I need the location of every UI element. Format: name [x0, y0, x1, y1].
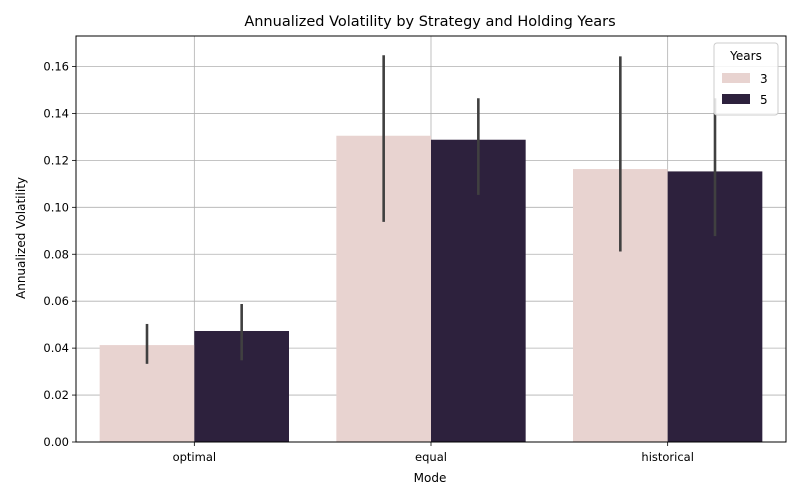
y-tick-label: 0.10 [43, 200, 69, 214]
x-axis-ticks: optimal equal historical [173, 442, 694, 464]
x-tick-label: optimal [173, 450, 216, 464]
bars [99, 135, 763, 443]
x-axis-label: Mode [414, 471, 447, 485]
y-tick-label: 0.12 [43, 153, 69, 167]
y-tick-label: 0.14 [43, 106, 69, 120]
y-tick-label: 0.00 [43, 435, 69, 449]
y-tick-label: 0.16 [43, 60, 69, 74]
y-tick-label: 0.02 [43, 388, 69, 402]
x-tick-label: historical [641, 450, 694, 464]
chart-title: Annualized Volatility by Strategy and Ho… [244, 14, 615, 30]
x-tick-label: equal [415, 450, 447, 464]
y-tick-label: 0.04 [43, 341, 69, 355]
y-axis-ticks: 0.00 0.02 0.04 0.06 0.08 0.10 0.12 0.14 0.16 [43, 60, 76, 449]
legend-swatch-3 [722, 73, 750, 83]
y-tick-label: 0.06 [43, 294, 69, 308]
y-axis-label: Annualized Volatility [14, 177, 28, 299]
error-bars [145, 55, 717, 364]
legend: Years 3 5 [713, 42, 779, 116]
legend-swatch-5 [722, 94, 750, 104]
y-tick-label: 0.08 [43, 247, 69, 261]
legend-title: Years [729, 49, 762, 63]
legend-label-3: 3 [760, 72, 768, 86]
legend-label-5: 5 [760, 93, 768, 107]
